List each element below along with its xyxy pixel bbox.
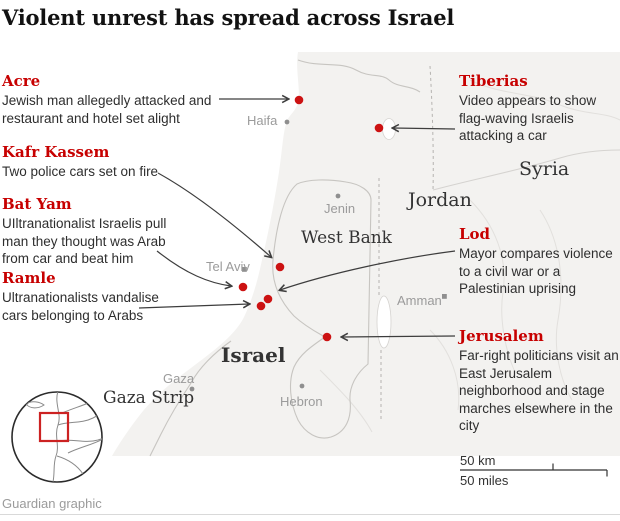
tiberias-arrow bbox=[393, 128, 456, 129]
region-label-syria: Syria bbox=[519, 158, 570, 180]
annotation-lod: Lod Mayor compares violence to a civil w… bbox=[459, 225, 620, 298]
annotation-acre: Acre Jewish man allegedly attacked and r… bbox=[2, 72, 214, 127]
gaza-marker bbox=[189, 386, 195, 392]
lod-arrow bbox=[280, 250, 456, 290]
page-title: Violent unrest has spread across Israel bbox=[2, 5, 455, 30]
jenin-marker bbox=[335, 193, 341, 199]
annotation-ramle: Ramle Ultranationalists vandalise cars b… bbox=[2, 269, 178, 324]
annotation-place-acre: Acre bbox=[2, 72, 41, 90]
inset-border-1 bbox=[57, 411, 102, 426]
region-label-jordan: Jordan bbox=[408, 189, 472, 211]
dead-sea bbox=[376, 295, 392, 349]
lod-dot bbox=[263, 294, 273, 304]
ramle-arrow bbox=[138, 304, 249, 309]
region-label-israel: Israel bbox=[221, 343, 286, 367]
bottom-divider bbox=[0, 514, 620, 515]
region-label-west-bank: West Bank bbox=[301, 228, 392, 248]
jerusalem-arrow bbox=[342, 336, 456, 337]
inset-locator-map bbox=[11, 391, 103, 483]
annotation-place-ramle: Ramle bbox=[2, 269, 56, 287]
city-label-amman: Amman bbox=[397, 293, 442, 308]
bat-yam-arrow bbox=[156, 250, 231, 286]
city-label-haifa: Haifa bbox=[247, 113, 278, 128]
region-label-gaza-strip: Gaza Strip bbox=[103, 388, 195, 408]
jerusalem-dot bbox=[322, 332, 332, 342]
annotation-place-tiberias: Tiberias bbox=[459, 72, 528, 90]
border-gaza-strip bbox=[149, 340, 232, 457]
inset-cyprus bbox=[25, 401, 45, 409]
border-syria-jordan bbox=[432, 149, 620, 191]
annotation-text-kafr-kassem: Two police cars set on fire bbox=[2, 164, 159, 179]
tel-aviv-marker bbox=[242, 267, 247, 272]
kafr-kassem-dot bbox=[275, 262, 285, 272]
annotation-place-lod: Lod bbox=[459, 225, 491, 243]
acre-dot bbox=[294, 95, 304, 105]
tiberias-dot bbox=[374, 123, 384, 133]
city-label-tel-aviv: Tel Aviv bbox=[206, 259, 250, 274]
amman-marker bbox=[442, 294, 447, 299]
land-mass bbox=[112, 52, 620, 456]
credit-text: Guardian graphic bbox=[2, 496, 102, 511]
annotation-place-jerusalem: Jerusalem bbox=[459, 327, 544, 345]
incident-dots bbox=[238, 95, 384, 342]
border-jordan-river-dashed bbox=[378, 178, 382, 422]
annotation-place-kafr-kassem: Kafr Kassem bbox=[2, 143, 110, 161]
city-label-gaza: Gaza bbox=[163, 371, 195, 386]
border-golan-dashed bbox=[429, 65, 434, 191]
sea-of-galilee bbox=[382, 118, 396, 140]
ramle-dot bbox=[256, 301, 266, 311]
inset-highlight-rect bbox=[38, 411, 70, 443]
terrain-shading bbox=[319, 79, 620, 433]
annotation-kafr-kassem: Kafr Kassem Two police cars set on fire bbox=[2, 143, 202, 181]
annotation-place-bat-yam: Bat Yam bbox=[2, 195, 72, 213]
annotation-text-jerusalem: Far-right politicians visit an East Jeru… bbox=[459, 348, 619, 433]
annotation-arrows bbox=[138, 99, 456, 337]
city-label-hebron: Hebron bbox=[280, 394, 323, 409]
kafr-kassem-arrow bbox=[157, 172, 271, 257]
annotation-tiberias: Tiberias Video appears to show flag-wavi… bbox=[459, 72, 614, 145]
scale-bar bbox=[460, 463, 608, 477]
city-markers bbox=[189, 119, 447, 392]
inset-border-4 bbox=[56, 455, 84, 475]
annotation-text-lod: Mayor compares violence to a civil war o… bbox=[459, 246, 613, 296]
bat-yam-dot bbox=[238, 282, 248, 292]
annotation-text-bat-yam: UIltranationalist Israelis pull man they… bbox=[2, 216, 167, 266]
border-north bbox=[297, 59, 421, 93]
annotation-bat-yam: Bat Yam UIltranationalist Israelis pull … bbox=[2, 195, 194, 268]
annotation-text-acre: Jewish man allegedly attacked and restau… bbox=[2, 93, 212, 126]
haifa-marker bbox=[284, 119, 290, 125]
hebron-marker bbox=[299, 383, 305, 389]
city-label-jenin: Jenin bbox=[324, 201, 356, 216]
annotation-text-tiberias: Video appears to show flag-waving Israel… bbox=[459, 93, 597, 143]
annotation-text-ramle: Ultranationalists vandalise cars belongi… bbox=[2, 290, 159, 323]
annotation-jerusalem: Jerusalem Far-right politicians visit an… bbox=[459, 327, 620, 435]
inset-border-3 bbox=[67, 438, 102, 454]
scale-label-miles: 50 miles bbox=[460, 473, 509, 488]
scale-label-km: 50 km bbox=[460, 453, 496, 468]
